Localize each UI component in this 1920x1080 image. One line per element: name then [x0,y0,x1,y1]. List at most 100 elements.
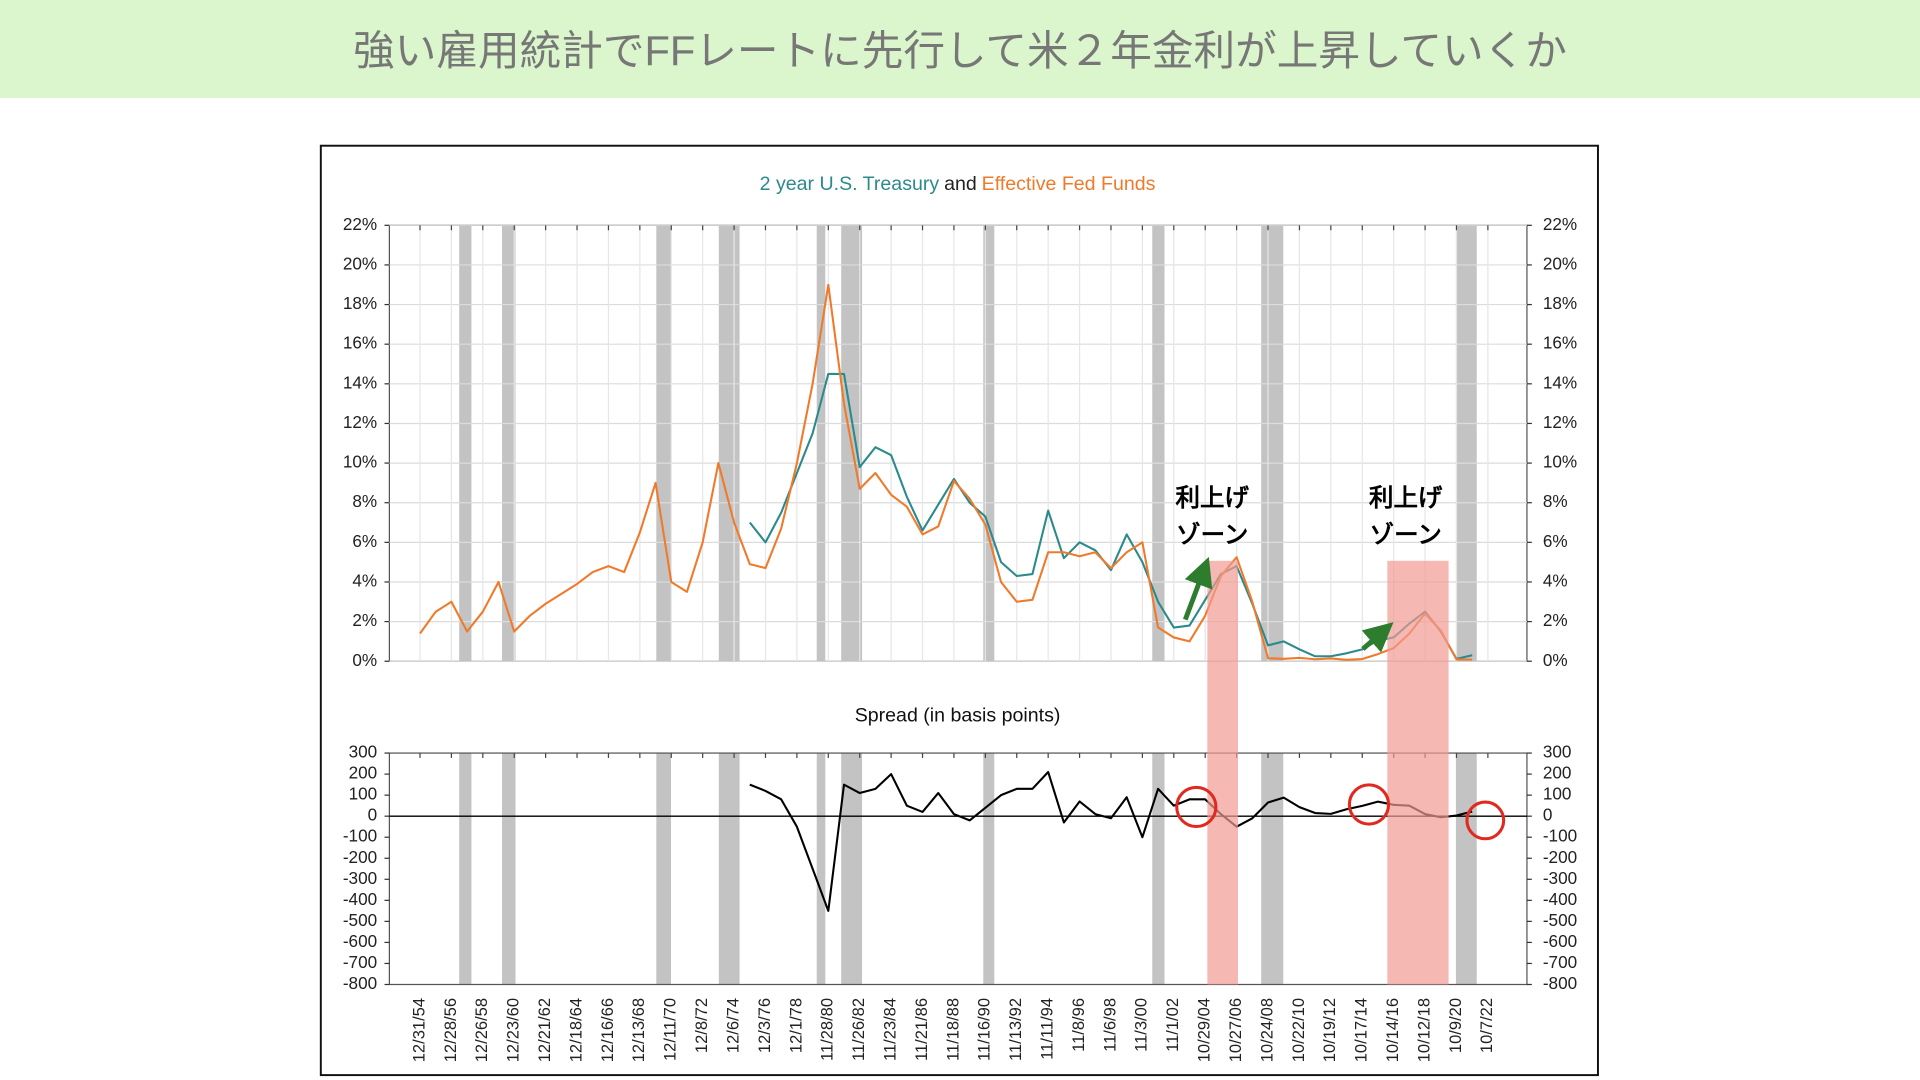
x-tick-label: 12/28/56 [441,998,460,1062]
plot-area [388,752,1528,986]
recession-band [816,225,826,662]
recession-band [718,753,740,985]
y-tick-label: -600 [343,931,377,951]
y-tick-label: -200 [343,847,377,867]
x-tick-label: 12/6/74 [723,998,742,1053]
recession-band [502,753,516,985]
y2-tick-label: 8% [1543,491,1568,511]
x-tick-label: 10/19/12 [1320,998,1339,1062]
x-tick-label: 12/18/64 [566,998,585,1062]
banner-title: 強い雇用統計でFFレートに先行して米２年金利が上昇していくか [353,27,1567,74]
y2-tick-label: 20% [1543,253,1577,273]
y-tick-label: -400 [343,889,377,909]
highlight-circle [1347,783,1391,826]
y2-tick-label: -200 [1543,847,1577,867]
banner [0,0,1920,98]
recession-band [718,225,740,662]
x-tick-label: 10/24/08 [1257,998,1276,1062]
x-tick-label: 11/21/86 [912,998,931,1061]
recession-band [983,225,995,662]
y2-tick-label: -500 [1543,910,1577,930]
series-line [419,283,1473,661]
y2-tick-label: 0% [1543,650,1568,670]
x-tick-label: 10/27/06 [1226,998,1245,1062]
x-tick-label: 11/23/84 [880,998,899,1061]
y2-tick-label: -800 [1543,973,1577,993]
y2-tick-label: 100 [1543,784,1572,804]
y-tick-label: 200 [349,763,378,783]
recession-band [1455,753,1477,985]
series-line [748,372,1473,660]
y2-tick-label: 6% [1543,531,1568,551]
x-tick-label: 11/8/96 [1069,998,1088,1052]
x-tick-label: 11/1/02 [1163,998,1182,1052]
y2-tick-label: 10% [1543,452,1577,472]
y2-tick-label: 200 [1543,763,1572,783]
x-tick-label: 11/3/00 [1132,998,1151,1052]
x-tick-label: 11/6/98 [1100,998,1119,1052]
y-tick-label: 4% [352,570,377,590]
y-tick-label: 22% [343,214,377,234]
recession-band [816,753,826,985]
x-tick-label: 10/7/22 [1477,998,1496,1053]
hike-zone [1207,560,1238,985]
x-tick-label: 12/13/68 [629,998,648,1062]
y-tick-label: 12% [343,412,377,432]
x-tick-label: 11/16/90 [975,998,994,1061]
y2-tick-label: 14% [1543,372,1577,392]
x-tick-label: 10/14/16 [1383,998,1402,1062]
y2-tick-label: 300 [1543,742,1572,762]
x-tick-label: 11/28/80 [818,998,837,1061]
y2-tick-label: 16% [1543,333,1577,353]
x-tick-label: 12/11/70 [661,998,680,1061]
hike-zone [1387,560,1449,985]
y-tick-label: 0% [352,650,377,670]
y2-tick-label: -600 [1543,931,1577,951]
x-tick-label: 10/9/20 [1446,998,1465,1053]
recession-band [656,225,672,662]
x-tick-label: 11/18/88 [943,998,962,1061]
y-tick-label: 6% [352,531,377,551]
y2-tick-label: 2% [1543,610,1568,630]
arrow [1183,556,1213,621]
y2-tick-label: 22% [1543,214,1577,234]
x-tick-label: 12/31/54 [409,998,428,1062]
series-line [749,770,1473,912]
highlight-circle [1465,800,1506,841]
recession-band [1261,225,1284,662]
y2-tick-label: -100 [1543,826,1577,846]
x-tick-label: 10/29/04 [1195,998,1214,1062]
y-tick-label: 8% [352,491,377,511]
chart-title: 2 year U.S. Treasury and Effective Fed Fun… [760,173,1156,195]
arrow [1361,622,1394,653]
y-tick-label: 0 [368,805,378,825]
recession-band [1261,753,1284,985]
y-tick-label: 14% [343,372,377,392]
x-tick-label: 10/17/14 [1352,998,1371,1062]
x-tick-label: 10/12/18 [1414,998,1433,1062]
y-tick-label: 10% [343,452,377,472]
highlight-circle [1175,785,1218,829]
y-tick-label: 100 [349,784,378,804]
y2-tick-label: -300 [1543,868,1577,888]
x-tick-label: 12/26/58 [472,998,491,1062]
recession-band [459,753,472,985]
x-tick-label: 12/1/78 [786,998,805,1053]
x-tick-label: 12/23/60 [504,998,523,1062]
y2-tick-label: 18% [1543,293,1577,313]
chart-frame [319,144,1599,1077]
annotation: ゾーン [1370,521,1442,549]
y2-tick-label: 4% [1543,570,1568,590]
recession-band [1152,225,1165,662]
y-tick-label: -800 [343,973,377,993]
recession-band [1152,753,1165,985]
overlay: 利上げ ゾーン 利上げ ゾーン [1175,484,1506,985]
y-tick-label: -700 [343,952,377,972]
y2-tick-label: 12% [1543,412,1577,432]
recession-band [841,753,863,985]
y-tick-label: -500 [343,910,377,930]
x-tick-label: 11/13/92 [1006,998,1025,1061]
x-tick-label: 12/8/72 [692,998,711,1053]
y2-tick-label: -400 [1543,889,1577,909]
